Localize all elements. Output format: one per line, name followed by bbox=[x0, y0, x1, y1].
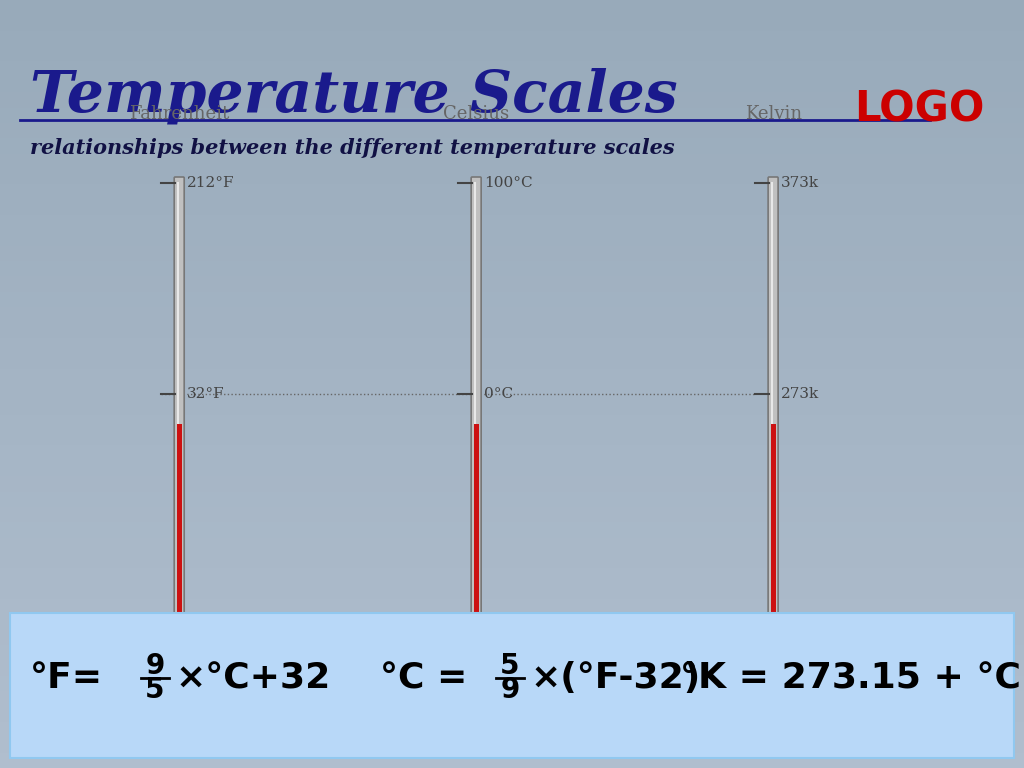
Bar bbox=[0, 430, 1024, 445]
Bar bbox=[0, 522, 1024, 538]
Text: Temperature Scales: Temperature Scales bbox=[30, 68, 678, 124]
Text: 9: 9 bbox=[501, 677, 519, 704]
Bar bbox=[0, 707, 1024, 722]
Text: 5: 5 bbox=[145, 677, 165, 704]
Text: °F=: °F= bbox=[30, 661, 103, 695]
FancyBboxPatch shape bbox=[10, 613, 1014, 758]
Circle shape bbox=[165, 652, 194, 680]
Text: 273k: 273k bbox=[781, 387, 819, 401]
Bar bbox=[0, 492, 1024, 507]
Bar bbox=[0, 307, 1024, 323]
Bar bbox=[0, 445, 1024, 461]
Bar bbox=[0, 384, 1024, 399]
Bar bbox=[0, 538, 1024, 553]
Text: °C =: °C = bbox=[380, 661, 467, 695]
Bar bbox=[0, 77, 1024, 92]
Text: 32°F: 32°F bbox=[187, 387, 225, 401]
Text: 212°F: 212°F bbox=[187, 176, 234, 190]
Bar bbox=[0, 369, 1024, 384]
FancyBboxPatch shape bbox=[768, 177, 778, 659]
Bar bbox=[0, 0, 1024, 15]
Bar bbox=[0, 108, 1024, 123]
Text: Celsius: Celsius bbox=[443, 105, 509, 123]
Bar bbox=[0, 246, 1024, 261]
Text: Kelvin: Kelvin bbox=[744, 105, 802, 123]
Text: -273°C: -273°C bbox=[484, 631, 538, 645]
Circle shape bbox=[759, 652, 787, 680]
Bar bbox=[0, 691, 1024, 707]
Bar bbox=[0, 169, 1024, 184]
Bar bbox=[0, 737, 1024, 753]
Bar bbox=[0, 753, 1024, 768]
Bar bbox=[0, 722, 1024, 737]
Bar bbox=[0, 660, 1024, 676]
Bar bbox=[0, 215, 1024, 230]
Text: ×°C+32: ×°C+32 bbox=[175, 661, 331, 695]
Text: 100°C: 100°C bbox=[484, 176, 532, 190]
Bar bbox=[0, 599, 1024, 614]
Bar bbox=[0, 292, 1024, 307]
Text: 0.0 k: 0.0 k bbox=[781, 631, 819, 645]
Bar bbox=[0, 92, 1024, 108]
Bar bbox=[0, 614, 1024, 630]
Bar bbox=[474, 424, 478, 650]
Bar bbox=[0, 630, 1024, 645]
Text: 5: 5 bbox=[501, 652, 520, 680]
Circle shape bbox=[462, 652, 490, 680]
FancyBboxPatch shape bbox=[471, 177, 481, 659]
Bar bbox=[0, 261, 1024, 276]
Bar bbox=[0, 584, 1024, 599]
Text: relationships between the different temperature scales: relationships between the different temp… bbox=[30, 138, 675, 158]
Text: 9: 9 bbox=[145, 652, 165, 680]
Bar bbox=[0, 415, 1024, 430]
Bar bbox=[0, 568, 1024, 584]
Bar bbox=[0, 399, 1024, 415]
Bar bbox=[0, 323, 1024, 338]
Bar bbox=[0, 46, 1024, 61]
Bar bbox=[0, 353, 1024, 369]
Text: ×(°F-32): ×(°F-32) bbox=[530, 661, 700, 695]
Bar bbox=[0, 461, 1024, 476]
Text: 373k: 373k bbox=[781, 176, 819, 190]
Bar bbox=[0, 138, 1024, 154]
Bar bbox=[0, 31, 1024, 46]
Bar bbox=[0, 184, 1024, 200]
Text: - 459°F: - 459°F bbox=[187, 631, 245, 645]
Bar bbox=[0, 476, 1024, 492]
Text: LOGO: LOGO bbox=[855, 89, 985, 131]
Bar bbox=[0, 15, 1024, 31]
Bar bbox=[0, 123, 1024, 138]
Bar bbox=[177, 424, 181, 650]
Text: Fahrenheit: Fahrenheit bbox=[129, 105, 229, 123]
Bar bbox=[0, 154, 1024, 169]
Bar bbox=[0, 645, 1024, 660]
Bar bbox=[0, 553, 1024, 568]
Text: °K = 273.15 + °C: °K = 273.15 + °C bbox=[680, 661, 1021, 695]
Bar bbox=[0, 338, 1024, 353]
Bar bbox=[0, 507, 1024, 522]
Bar bbox=[0, 676, 1024, 691]
Bar bbox=[0, 61, 1024, 77]
FancyBboxPatch shape bbox=[174, 177, 184, 659]
Bar bbox=[771, 424, 775, 650]
Bar bbox=[0, 200, 1024, 215]
Bar bbox=[0, 276, 1024, 292]
Text: 0°C: 0°C bbox=[484, 387, 513, 401]
Bar bbox=[0, 230, 1024, 246]
